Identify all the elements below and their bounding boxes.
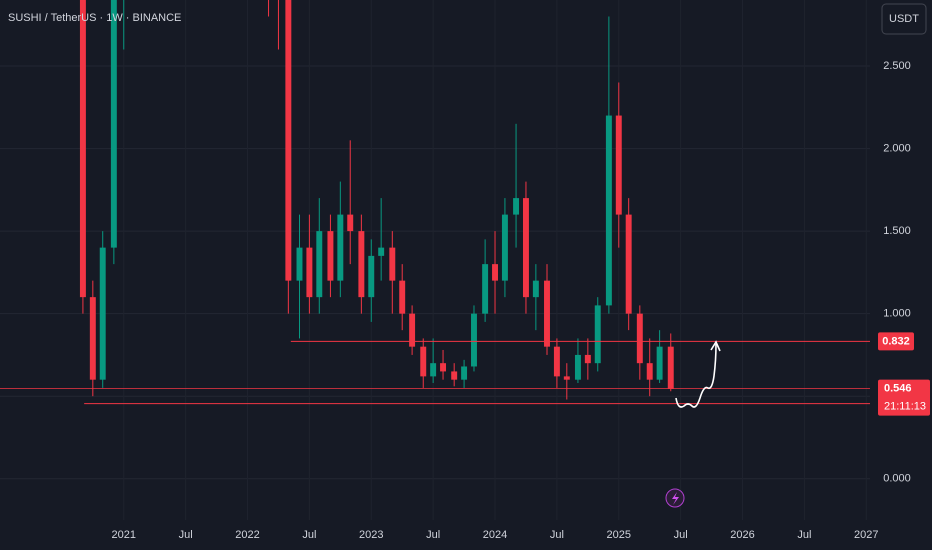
level-tag [878, 332, 914, 351]
candle-body [368, 255, 375, 298]
candle-body [501, 214, 508, 281]
candle-body [563, 376, 570, 380]
currency-button[interactable] [881, 3, 927, 35]
currency-label[interactable]: USDT [889, 13, 919, 25]
candle-body [625, 214, 632, 314]
price-tag [878, 379, 930, 416]
candle-body [584, 354, 591, 364]
x-tick-label: Jul [302, 529, 316, 541]
candle-body [471, 313, 477, 367]
overlay: 0.832 0.546 21:11:13 [0, 332, 930, 416]
y-tick-label: 1.000 [883, 308, 911, 320]
candle-body [296, 247, 303, 281]
x-tick-label: 2026 [730, 529, 754, 541]
y-tick-label: 2.000 [883, 142, 911, 154]
candle-body [378, 247, 385, 256]
candle-body [79, 0, 86, 298]
candle-body [358, 231, 365, 298]
candle-body [522, 198, 529, 298]
candle-body [492, 264, 498, 281]
y-tick-label: 1.500 [883, 225, 911, 237]
candle-body [532, 280, 539, 298]
candle-body [594, 305, 601, 364]
candle-body [420, 346, 427, 377]
x-tick-label: 2021 [112, 529, 136, 541]
candles [79, 0, 674, 400]
x-tick-label: Jul [426, 529, 440, 541]
candle-body [574, 354, 581, 380]
candle-body [615, 115, 622, 215]
candle-body [327, 231, 334, 281]
x-tick-label: 2024 [483, 529, 507, 541]
candle-body [605, 115, 612, 306]
candle-body [656, 346, 663, 380]
candle-body [409, 313, 416, 347]
price-tag-label: 0.546 [884, 383, 912, 395]
x-tick-label: 2022 [235, 529, 259, 541]
y-tick-label: 0.000 [883, 473, 911, 485]
candle-body [553, 346, 560, 377]
symbol-title: SUSHI / TetherUS · 1W · BINANCE [8, 12, 181, 24]
candle-body [389, 247, 396, 281]
candle-body [99, 247, 106, 380]
candle-body [482, 264, 489, 314]
candle-body [337, 214, 344, 281]
candle-body [110, 0, 117, 248]
x-tick-label: 2025 [607, 529, 631, 541]
countdown: 21:11:13 [884, 401, 926, 413]
x-tick-label: Jul [674, 529, 688, 541]
candle-body [89, 297, 96, 380]
event-bolt [672, 492, 679, 505]
candle-body [513, 198, 520, 215]
candle-body [285, 0, 292, 281]
candle-body [399, 280, 406, 314]
x-tick-label: Jul [797, 529, 811, 541]
candle-body [440, 363, 447, 372]
projection-arrow [675, 343, 717, 408]
candle-body [646, 363, 653, 380]
candle-body [461, 366, 468, 380]
candle-body [667, 346, 674, 389]
x-tick-label: Jul [179, 529, 193, 541]
y-tick-label: 2.500 [883, 60, 911, 72]
candle-body [306, 247, 313, 298]
arrow-head [710, 340, 721, 352]
candle-body [636, 313, 643, 364]
level-tag-label: 0.832 [882, 335, 910, 347]
x-tick-label: 2027 [854, 529, 878, 541]
x-tick-label: Jul [550, 529, 564, 541]
x-tick-label: 2023 [359, 529, 383, 541]
candle-body [451, 371, 458, 380]
candle-body [430, 363, 437, 377]
candle-body [347, 214, 354, 232]
candle-body [316, 231, 323, 298]
candle-body [544, 280, 550, 347]
